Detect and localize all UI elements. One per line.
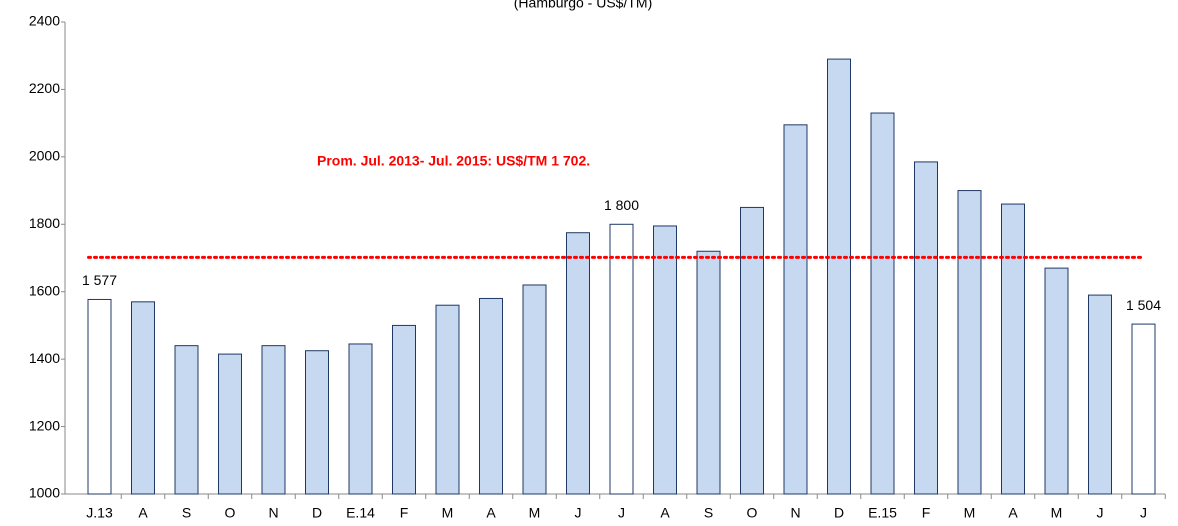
- x-tick-label: J: [1097, 505, 1104, 521]
- bar: [609, 223, 634, 495]
- x-tick-label: E.15: [868, 505, 897, 521]
- bar: [392, 324, 416, 495]
- bar: [348, 343, 373, 495]
- x-tick-label: S: [182, 505, 191, 521]
- bar: [131, 301, 155, 495]
- value-label: 1 577: [82, 272, 117, 288]
- x-tick-label: A: [660, 505, 670, 521]
- x-tick-label: M: [529, 505, 541, 521]
- x-tick-label: A: [1008, 505, 1018, 521]
- average-label: Prom. Jul. 2013- Jul. 2015: US$/TM 1 702…: [317, 153, 590, 169]
- x-tick-label: M: [442, 505, 454, 521]
- bar: [783, 124, 808, 495]
- y-tick-label: 2000: [29, 148, 60, 164]
- x-tick-label: J.13: [86, 505, 113, 521]
- x-tick-label: J: [1140, 505, 1147, 521]
- bar: [174, 345, 199, 495]
- y-tick-label: 2400: [29, 13, 60, 29]
- bar: [740, 206, 764, 495]
- x-tick-label: F: [922, 505, 931, 521]
- bar: [870, 112, 895, 495]
- bar: [914, 161, 938, 495]
- bar: [653, 225, 677, 495]
- bar: [87, 298, 112, 495]
- x-tick-label: F: [400, 505, 409, 521]
- y-tick-label: 1000: [29, 485, 60, 501]
- bar: [522, 284, 547, 495]
- x-tick-label: J: [575, 505, 582, 521]
- value-label: 1 504: [1126, 297, 1161, 313]
- y-tick-label: 1200: [29, 417, 60, 433]
- x-tick-label: A: [138, 505, 148, 521]
- x-tick-label: A: [486, 505, 496, 521]
- bar: [435, 304, 460, 495]
- bar: [479, 297, 503, 495]
- x-tick-label: N: [268, 505, 278, 521]
- x-tick-label: D: [834, 505, 844, 521]
- bar: [305, 350, 329, 495]
- x-tick-label: D: [312, 505, 322, 521]
- bar: [827, 58, 851, 495]
- bar: [218, 353, 242, 495]
- y-tick-label: 2200: [29, 80, 60, 96]
- x-tick-label: O: [747, 505, 758, 521]
- bar: [696, 250, 721, 495]
- bar: [261, 345, 286, 495]
- x-tick-label: M: [964, 505, 976, 521]
- y-tick-label: 1400: [29, 350, 60, 366]
- bar: [1001, 203, 1025, 495]
- value-label: 1 800: [604, 197, 639, 213]
- bar: [1044, 267, 1069, 495]
- x-tick-label: O: [225, 505, 236, 521]
- y-tick-label: 1600: [29, 282, 60, 298]
- x-tick-label: S: [704, 505, 713, 521]
- x-tick-label: E.14: [346, 505, 375, 521]
- x-tick-label: N: [790, 505, 800, 521]
- bar: [1088, 294, 1112, 495]
- chart-subtitle: (Hamburgo - US$/TM): [514, 0, 652, 11]
- x-tick-label: M: [1051, 505, 1063, 521]
- bar: [957, 190, 982, 495]
- y-tick-label: 1800: [29, 215, 60, 231]
- bar: [566, 232, 590, 495]
- x-tick-label: J: [618, 505, 625, 521]
- bar: [1131, 323, 1156, 495]
